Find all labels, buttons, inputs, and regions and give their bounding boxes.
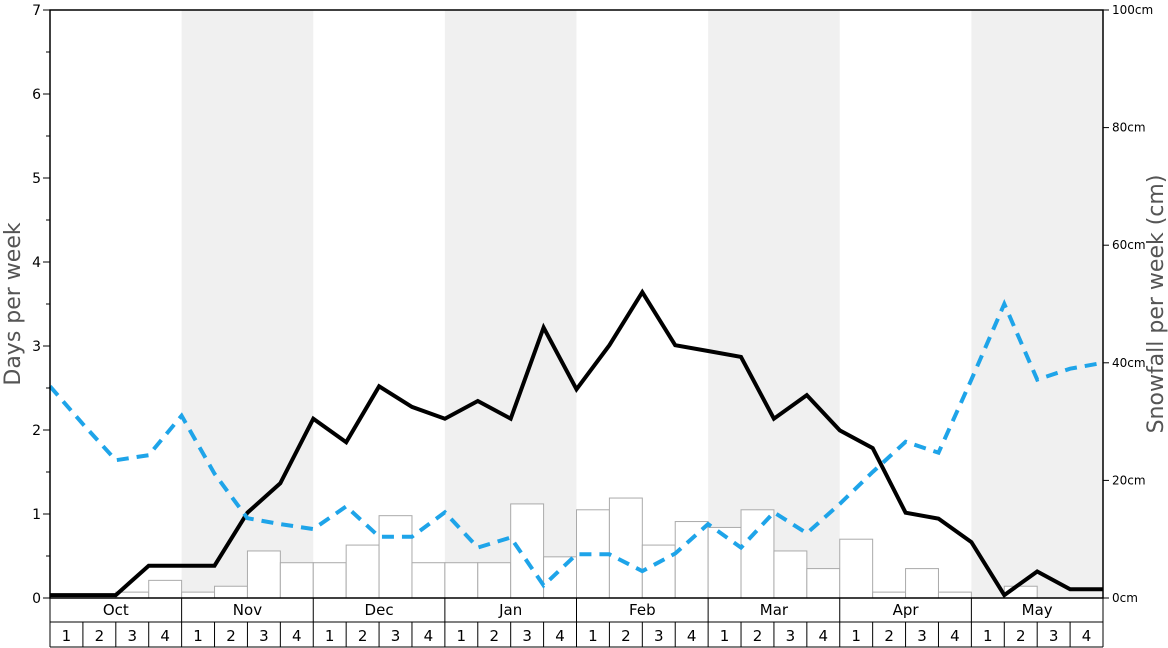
right-axis-title: Snowfall per week (cm) bbox=[1144, 175, 1168, 434]
month-shading bbox=[181, 10, 1103, 598]
week-label: 4 bbox=[160, 627, 170, 645]
snowfall-bar bbox=[839, 538, 874, 599]
snowfall-bar bbox=[214, 585, 248, 599]
days-per-week-dashed-line bbox=[48, 298, 1104, 589]
left-tick-label: 6 bbox=[32, 87, 41, 103]
month-label: Apr bbox=[893, 601, 920, 619]
snowfall-bar bbox=[477, 562, 512, 599]
snowfall-bar bbox=[608, 497, 643, 599]
month-label: Feb bbox=[629, 601, 656, 619]
week-label: 2 bbox=[489, 627, 499, 645]
week-label: 3 bbox=[391, 627, 401, 645]
month-shade-mar bbox=[708, 10, 840, 598]
left-tick-label: 5 bbox=[32, 171, 41, 187]
snowfall-bar bbox=[543, 556, 577, 599]
week-label: 4 bbox=[819, 627, 829, 645]
week-label: 3 bbox=[522, 627, 532, 645]
week-label: 1 bbox=[325, 627, 335, 645]
snowfall-bar bbox=[806, 568, 841, 599]
snowfall-bar bbox=[773, 550, 808, 599]
week-label: 4 bbox=[424, 627, 434, 645]
snowfall-bar bbox=[444, 562, 479, 599]
week-label: 1 bbox=[193, 627, 203, 645]
left-tick-label: 0 bbox=[32, 591, 41, 607]
week-label: 3 bbox=[786, 627, 796, 645]
week-label: 3 bbox=[917, 627, 927, 645]
left-axis: 0 1 2 3 4 5 6 7 bbox=[32, 3, 50, 607]
snowfall-bar bbox=[937, 591, 972, 599]
week-label: 2 bbox=[621, 627, 631, 645]
snowfall-bar bbox=[740, 509, 775, 599]
month-axis: Oct 1 2 3 4 Nov 1 2 3 4 Dec 1 2 3 4 Jan 1 2 3 4 Feb 1 2 3 4 Mar 1 2… bbox=[49, 598, 1104, 648]
week-label: 2 bbox=[95, 627, 105, 645]
week-label: 2 bbox=[884, 627, 894, 645]
week-label: 3 bbox=[654, 627, 664, 645]
snowfall-bar bbox=[345, 544, 380, 599]
week-label: 1 bbox=[457, 627, 467, 645]
left-tick-label: 1 bbox=[32, 507, 41, 523]
month-label: Mar bbox=[760, 601, 789, 619]
snowfall-bar bbox=[905, 568, 939, 599]
week-label: 1 bbox=[62, 627, 72, 645]
left-tick-label: 2 bbox=[32, 423, 41, 439]
week-label: 2 bbox=[1016, 627, 1026, 645]
week-label: 2 bbox=[753, 627, 763, 645]
week-label: 4 bbox=[687, 627, 697, 645]
lines bbox=[48, 288, 1104, 598]
snowfall-bar bbox=[148, 579, 183, 599]
snowfall-bar bbox=[279, 562, 314, 599]
snowfall-bar bbox=[312, 562, 347, 599]
right-tick-label: 20cm bbox=[1112, 473, 1146, 487]
month-label: Jan bbox=[498, 601, 522, 619]
week-label: 3 bbox=[259, 627, 269, 645]
snowfall-bar bbox=[246, 550, 281, 599]
right-tick-label: 40cm bbox=[1112, 356, 1146, 370]
right-tick-label: 100cm bbox=[1112, 3, 1153, 17]
right-tick-label: 80cm bbox=[1112, 121, 1146, 135]
week-label: 4 bbox=[292, 627, 302, 645]
left-tick-label: 3 bbox=[32, 339, 41, 355]
week-label: 1 bbox=[851, 627, 861, 645]
month-label: May bbox=[1022, 601, 1053, 619]
snowfall-line bbox=[50, 288, 1103, 598]
week-label: 3 bbox=[127, 627, 137, 645]
week-label: 2 bbox=[358, 627, 368, 645]
left-axis-title: Days per week bbox=[1, 222, 26, 385]
month-label: Oct bbox=[103, 601, 129, 619]
snowfall-bar bbox=[872, 591, 907, 599]
right-tick-label: 0cm bbox=[1112, 591, 1138, 605]
week-label: 4 bbox=[1082, 627, 1092, 645]
left-tick-label: 7 bbox=[32, 3, 41, 19]
right-tick-label: 60cm bbox=[1112, 238, 1146, 252]
snowfall-bar bbox=[674, 521, 709, 599]
snowfall-bar bbox=[411, 562, 446, 599]
month-shade-nov bbox=[181, 10, 314, 598]
snowfall-bar bbox=[510, 503, 545, 599]
week-label: 4 bbox=[555, 627, 565, 645]
snowfall-bar bbox=[181, 591, 216, 599]
week-label: 1 bbox=[588, 627, 598, 645]
left-tick-label: 4 bbox=[32, 255, 41, 271]
month-shade-may bbox=[971, 10, 1103, 598]
month-label: Nov bbox=[233, 601, 262, 619]
month-label: Dec bbox=[365, 601, 394, 619]
week-label: 1 bbox=[983, 627, 993, 645]
week-label: 4 bbox=[950, 627, 960, 645]
week-label: 3 bbox=[1049, 627, 1059, 645]
week-label: 1 bbox=[720, 627, 730, 645]
snowfall-bar bbox=[378, 515, 413, 599]
snowfall-bars bbox=[115, 497, 1038, 599]
month-shade-jan bbox=[444, 10, 577, 598]
right-axis: 0cm 20cm 40cm 60cm 80cm 100cm bbox=[1103, 3, 1153, 605]
snowfall-bar bbox=[641, 544, 676, 599]
week-label: 2 bbox=[226, 627, 236, 645]
